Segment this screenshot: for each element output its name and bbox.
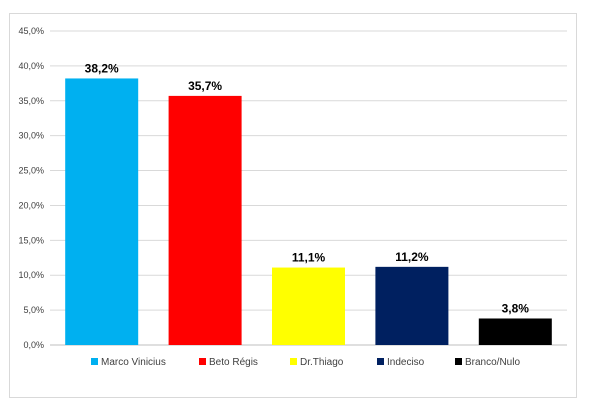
legend-swatch	[290, 358, 297, 365]
legend-swatch	[377, 358, 384, 365]
bar	[65, 78, 139, 346]
data-label: 11,2%	[395, 250, 429, 264]
y-tick-label: 0,0%	[23, 340, 44, 350]
bar	[272, 267, 345, 345]
y-tick-label: 30,0%	[18, 131, 44, 141]
bar	[168, 95, 242, 345]
legend-label: Beto Régis	[209, 357, 258, 368]
y-tick-label: 15,0%	[18, 235, 44, 245]
legend-label: Branco/Nulo	[465, 357, 520, 368]
data-label: 35,7%	[188, 79, 222, 93]
legend: Marco Vinicius Beto Régis Dr.Thiago Indecis…	[91, 357, 520, 368]
y-tick-label: 10,0%	[18, 270, 44, 280]
bar-chart: 0,0% 5,0% 10,0% 15,0% 20,0% 25,0% 30,0% 35,0% 40…	[18, 26, 567, 368]
y-tick-label: 35,0%	[18, 96, 44, 106]
legend-label: Indeciso	[387, 357, 425, 368]
y-tick-label: 20,0%	[18, 200, 44, 210]
data-labels: 38,2% 35,7% 11,1% 11,2% 3,8%	[85, 61, 530, 315]
y-tick-label: 45,0%	[18, 26, 44, 36]
data-label: 38,2%	[85, 61, 119, 75]
legend-swatch	[455, 358, 462, 365]
y-axis: 0,0% 5,0% 10,0% 15,0% 20,0% 25,0% 30,0% 35,0% 40…	[18, 26, 44, 350]
bar	[375, 266, 449, 345]
legend-swatch	[199, 358, 206, 365]
data-label: 11,1%	[292, 251, 326, 265]
legend-label: Marco Vinicius	[101, 357, 166, 368]
bar	[478, 318, 552, 345]
legend-label: Dr.Thiago	[300, 357, 344, 368]
bars	[65, 78, 552, 346]
y-tick-label: 40,0%	[18, 61, 44, 71]
y-tick-label: 5,0%	[23, 305, 44, 315]
y-tick-label: 25,0%	[18, 166, 44, 176]
legend-swatch	[91, 358, 98, 365]
chart-frame: 0,0% 5,0% 10,0% 15,0% 20,0% 25,0% 30,0% 35,0% 40…	[9, 13, 577, 398]
data-label: 3,8%	[502, 301, 530, 315]
